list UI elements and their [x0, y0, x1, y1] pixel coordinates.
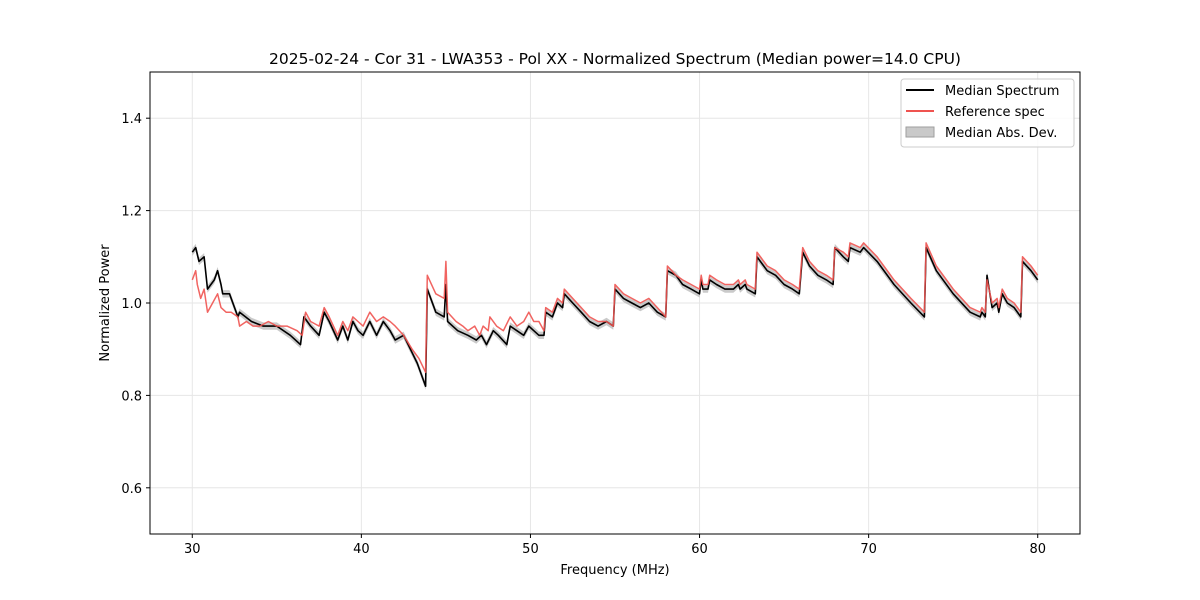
y-tick-label: 0.8: [121, 389, 142, 404]
x-tick-label: 70: [860, 542, 877, 557]
y-axis-label: Normalized Power: [98, 244, 113, 362]
y-tick-label: 1.0: [121, 297, 142, 312]
x-tick-label: 30: [184, 542, 201, 557]
chart-title: 2025-02-24 - Cor 31 - LWA353 - Pol XX - …: [269, 50, 961, 68]
y-tick-label: 1.4: [121, 112, 142, 127]
x-axis: 30 40 50 60 70 80: [184, 534, 1046, 557]
legend: Median Spectrum Reference spec Median Ab…: [900, 78, 1075, 148]
legend-swatch-mad: [905, 126, 935, 138]
y-axis: 0.6 0.8 1.0 1.2 1.4: [121, 112, 150, 497]
x-tick-label: 60: [691, 542, 708, 557]
legend-box: [900, 78, 1075, 148]
y-tick-label: 0.6: [121, 482, 142, 497]
x-tick-label: 80: [1029, 542, 1046, 557]
reference-spec-line: [191, 242, 1039, 374]
x-axis-label: Frequency (MHz): [560, 563, 669, 578]
legend-label-median: Median Spectrum: [945, 84, 1059, 99]
x-tick-label: 40: [353, 542, 370, 557]
y-tick-label: 1.2: [121, 205, 142, 220]
x-tick-label: 50: [522, 542, 539, 557]
legend-label-mad: Median Abs. Dev.: [945, 126, 1057, 141]
series-lines: [191, 242, 1039, 388]
median-spectrum-line: [191, 246, 1039, 388]
legend-label-reference: Reference spec: [945, 105, 1045, 120]
